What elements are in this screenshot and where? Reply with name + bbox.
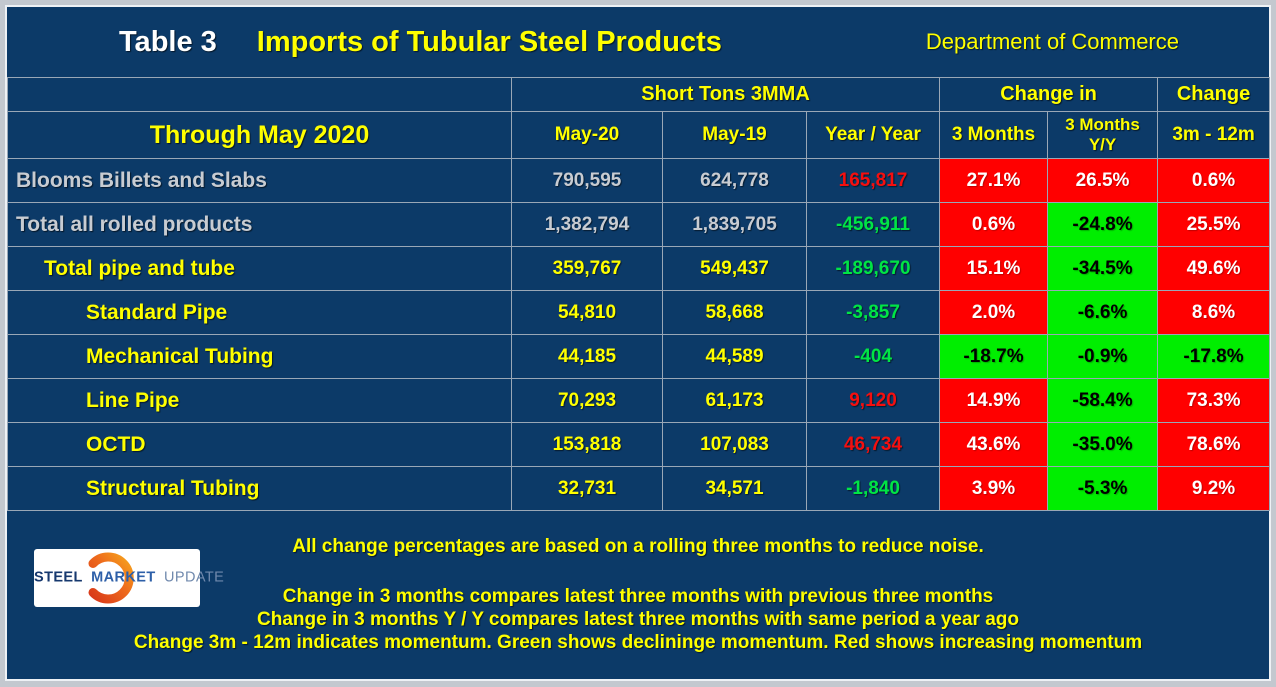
logo-word-market: MARKET	[91, 569, 156, 586]
may19-value: 34,571	[662, 466, 807, 511]
yoy-value: 165,817	[805, 158, 941, 203]
table-row: Total all rolled products 1,382,794 1,83…	[7, 202, 1271, 247]
may19-value: 1,839,705	[662, 202, 807, 247]
row-label: Blooms Billets and Slabs	[7, 158, 512, 203]
may20-value: 153,818	[511, 422, 663, 467]
yoy-value: -404	[805, 334, 941, 379]
footnotes: All change percentages are based on a ro…	[7, 535, 1269, 654]
yoy-value: 46,734	[805, 422, 941, 467]
pct-3-months: 14.9%	[939, 378, 1049, 423]
footnote-line: Change in 3 months Y / Y compares latest…	[257, 609, 1019, 630]
header-3-months: 3 Months	[939, 111, 1049, 159]
pct-3-months: 27.1%	[939, 158, 1049, 203]
pct-3-months: 15.1%	[939, 246, 1049, 291]
may20-value: 54,810	[511, 290, 663, 335]
row-label: Total all rolled products	[7, 202, 512, 247]
pct-3-months-yy: -24.8%	[1047, 202, 1159, 247]
pct-3-months-yy: -5.3%	[1047, 466, 1159, 511]
row-label: Mechanical Tubing	[7, 334, 512, 379]
row-label: Structural Tubing	[7, 466, 512, 511]
table-row: Line Pipe 70,293 61,173 9,120 14.9% -58.…	[7, 378, 1271, 423]
table-number: Table 3	[119, 25, 217, 58]
row-label: OCTD	[7, 422, 512, 467]
header-may20: May-20	[511, 111, 663, 159]
row-label: Total pipe and tube	[7, 246, 512, 291]
may20-value: 44,185	[511, 334, 663, 379]
pct-3m-12m: 8.6%	[1157, 290, 1271, 335]
table-row: Structural Tubing 32,731 34,571 -1,840 3…	[7, 466, 1271, 511]
title-bar: Table 3 Imports of Tubular Steel Product…	[7, 7, 1269, 77]
pct-3m-12m: 0.6%	[1157, 158, 1271, 203]
logo-word-update: UPDATE	[164, 569, 225, 586]
header-column-row: Through May 2020 May-20 May-19 Year / Ye…	[7, 111, 1271, 159]
may19-value: 61,173	[662, 378, 807, 423]
header-change-in: Change in	[939, 77, 1159, 112]
header-period: Through May 2020	[7, 111, 512, 159]
pct-3m-12m: 25.5%	[1157, 202, 1271, 247]
footnote-line: Change 3m - 12m indicates momentum. Gree…	[133, 632, 1143, 653]
header-change: Change	[1157, 77, 1271, 112]
header-empty-cell	[7, 77, 512, 112]
table-row: Mechanical Tubing 44,185 44,589 -404 -18…	[7, 334, 1271, 379]
may20-value: 359,767	[511, 246, 663, 291]
pct-3m-12m: 78.6%	[1157, 422, 1271, 467]
header-year-year: Year / Year	[805, 111, 941, 159]
pct-3-months-yy: -35.0%	[1047, 422, 1159, 467]
pct-3-months: -18.7%	[939, 334, 1049, 379]
may19-value: 549,437	[662, 246, 807, 291]
header-short-tons: Short Tons 3MMA	[510, 77, 941, 112]
pct-3-months: 3.9%	[939, 466, 1049, 511]
footer: STEEL MARKET UPDATE All change percentag…	[7, 511, 1269, 680]
footnote-line: All change percentages are based on a ro…	[292, 536, 984, 557]
report-panel: Table 3 Imports of Tubular Steel Product…	[5, 5, 1271, 681]
may19-value: 624,778	[662, 158, 807, 203]
may20-value: 32,731	[511, 466, 663, 511]
logo-swoosh-icon	[88, 552, 134, 604]
pct-3-months-yy: 26.5%	[1047, 158, 1159, 203]
header-group-row: Short Tons 3MMA Change in Change	[7, 77, 1271, 112]
steel-market-update-logo: STEEL MARKET UPDATE	[34, 549, 224, 607]
pct-3m-12m: 73.3%	[1157, 378, 1271, 423]
pct-3m-12m: 49.6%	[1157, 246, 1271, 291]
pct-3-months: 43.6%	[939, 422, 1049, 467]
table-row: Total pipe and tube 359,767 549,437 -189…	[7, 246, 1271, 291]
pct-3-months: 2.0%	[939, 290, 1049, 335]
may20-value: 1,382,794	[511, 202, 663, 247]
may19-value: 107,083	[662, 422, 807, 467]
header-may19: May-19	[662, 111, 807, 159]
pct-3m-12m: 9.2%	[1157, 466, 1271, 511]
yoy-value: -456,911	[805, 202, 941, 247]
may19-value: 58,668	[662, 290, 807, 335]
logo-word-steel: STEEL	[34, 569, 83, 586]
pct-3-months-yy: -58.4%	[1047, 378, 1159, 423]
may20-value: 70,293	[511, 378, 663, 423]
table-row: Standard Pipe 54,810 58,668 -3,857 2.0% …	[7, 290, 1271, 335]
yoy-value: -189,670	[805, 246, 941, 291]
pct-3-months-yy: -0.9%	[1047, 334, 1159, 379]
row-label: Line Pipe	[7, 378, 512, 423]
pct-3m-12m: -17.8%	[1157, 334, 1271, 379]
footnote-line: Change in 3 months compares latest three…	[282, 586, 994, 607]
imports-table: Short Tons 3MMA Change in Change Through…	[7, 77, 1271, 511]
row-label: Standard Pipe	[7, 290, 512, 335]
page-title: Imports of Tubular Steel Products	[256, 25, 722, 58]
pct-3-months: 0.6%	[939, 202, 1049, 247]
yoy-value: -1,840	[805, 466, 941, 511]
may19-value: 44,589	[662, 334, 807, 379]
table-row: OCTD 153,818 107,083 46,734 43.6% -35.0%…	[7, 422, 1271, 467]
pct-3-months-yy: -34.5%	[1047, 246, 1159, 291]
table-row: Blooms Billets and Slabs 790,595 624,778…	[7, 158, 1271, 203]
source-label: Department of Commerce	[925, 29, 1179, 54]
pct-3-months-yy: -6.6%	[1047, 290, 1159, 335]
logo-text: STEEL MARKET UPDATE	[34, 569, 224, 586]
header-3-months-yy: 3 Months Y/Y	[1047, 111, 1159, 159]
may20-value: 790,595	[511, 158, 663, 203]
yoy-value: 9,120	[805, 378, 941, 423]
header-3m-12m: 3m - 12m	[1157, 111, 1271, 159]
yoy-value: -3,857	[805, 290, 941, 335]
